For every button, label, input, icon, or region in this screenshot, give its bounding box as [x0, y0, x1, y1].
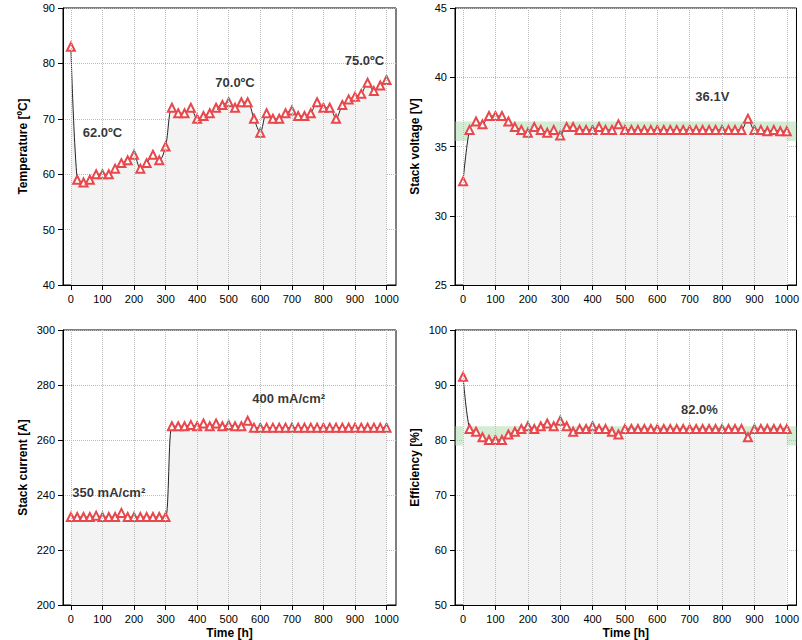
svg-text:62.0ºC: 62.0ºC [83, 125, 123, 140]
svg-text:Stack current [A]: Stack current [A] [16, 419, 30, 516]
svg-text:600: 600 [648, 293, 666, 305]
svg-text:300: 300 [551, 293, 569, 305]
svg-text:40: 40 [43, 279, 55, 291]
svg-text:100: 100 [93, 293, 111, 305]
svg-text:70: 70 [435, 489, 447, 501]
svg-text:400: 400 [188, 613, 206, 625]
svg-text:100: 100 [486, 613, 504, 625]
svg-text:350 mA/cm²: 350 mA/cm² [72, 485, 146, 500]
svg-text:700: 700 [283, 293, 301, 305]
svg-text:500: 500 [220, 613, 238, 625]
svg-text:90: 90 [43, 2, 55, 14]
svg-text:30: 30 [435, 210, 447, 222]
svg-text:600: 600 [251, 293, 269, 305]
svg-text:1000: 1000 [374, 613, 398, 625]
svg-text:700: 700 [680, 293, 698, 305]
svg-text:70.0ºC: 70.0ºC [215, 75, 255, 90]
svg-text:0: 0 [68, 293, 74, 305]
svg-text:700: 700 [283, 613, 301, 625]
svg-text:900: 900 [745, 613, 763, 625]
svg-text:300: 300 [551, 613, 569, 625]
svg-text:300: 300 [156, 613, 174, 625]
svg-text:1000: 1000 [775, 293, 799, 305]
svg-text:900: 900 [346, 293, 364, 305]
svg-text:0: 0 [68, 613, 74, 625]
svg-text:70: 70 [43, 113, 55, 125]
svg-text:50: 50 [43, 224, 55, 236]
svg-text:Temperature [ºC]: Temperature [ºC] [16, 98, 30, 194]
svg-text:900: 900 [346, 613, 364, 625]
svg-text:260: 260 [37, 434, 55, 446]
svg-text:300: 300 [156, 293, 174, 305]
svg-text:700: 700 [680, 613, 698, 625]
svg-text:100: 100 [486, 293, 504, 305]
svg-text:200: 200 [37, 599, 55, 611]
svg-text:1000: 1000 [775, 613, 799, 625]
svg-text:60: 60 [43, 168, 55, 180]
svg-text:220: 220 [37, 544, 55, 556]
svg-text:200: 200 [125, 613, 143, 625]
svg-text:500: 500 [616, 613, 634, 625]
svg-text:60: 60 [435, 544, 447, 556]
svg-text:75.0ºC: 75.0ºC [345, 53, 385, 68]
svg-text:Stack voltage [V]: Stack voltage [V] [408, 98, 422, 195]
svg-text:200: 200 [125, 293, 143, 305]
svg-text:400: 400 [583, 613, 601, 625]
svg-text:300: 300 [37, 324, 55, 336]
svg-text:500: 500 [616, 293, 634, 305]
svg-text:1000: 1000 [374, 293, 398, 305]
svg-text:200: 200 [519, 293, 537, 305]
svg-text:800: 800 [314, 293, 332, 305]
svg-text:Efficiency [%]: Efficiency [%] [408, 428, 422, 507]
svg-text:90: 90 [435, 379, 447, 391]
svg-text:40: 40 [435, 71, 447, 83]
svg-text:800: 800 [314, 613, 332, 625]
svg-text:400: 400 [583, 293, 601, 305]
svg-text:82.0%: 82.0% [681, 402, 718, 417]
svg-text:600: 600 [648, 613, 666, 625]
svg-text:35: 35 [435, 141, 447, 153]
svg-text:80: 80 [435, 434, 447, 446]
svg-text:25: 25 [435, 279, 447, 291]
svg-text:36.1V: 36.1V [695, 89, 729, 104]
svg-text:900: 900 [745, 293, 763, 305]
svg-text:800: 800 [713, 293, 731, 305]
svg-text:Time [h]: Time [h] [603, 626, 649, 640]
svg-text:400: 400 [188, 293, 206, 305]
svg-text:600: 600 [251, 613, 269, 625]
svg-text:45: 45 [435, 2, 447, 14]
svg-text:80: 80 [43, 57, 55, 69]
svg-text:100: 100 [93, 613, 111, 625]
svg-text:280: 280 [37, 379, 55, 391]
svg-text:500: 500 [220, 293, 238, 305]
svg-text:240: 240 [37, 489, 55, 501]
svg-text:800: 800 [713, 613, 731, 625]
svg-text:Time [h]: Time [h] [206, 626, 252, 640]
svg-text:0: 0 [460, 613, 466, 625]
svg-text:100: 100 [429, 324, 447, 336]
svg-text:0: 0 [460, 293, 466, 305]
svg-text:200: 200 [519, 613, 537, 625]
svg-text:50: 50 [435, 599, 447, 611]
svg-text:400 mA/cm²: 400 mA/cm² [252, 391, 326, 406]
